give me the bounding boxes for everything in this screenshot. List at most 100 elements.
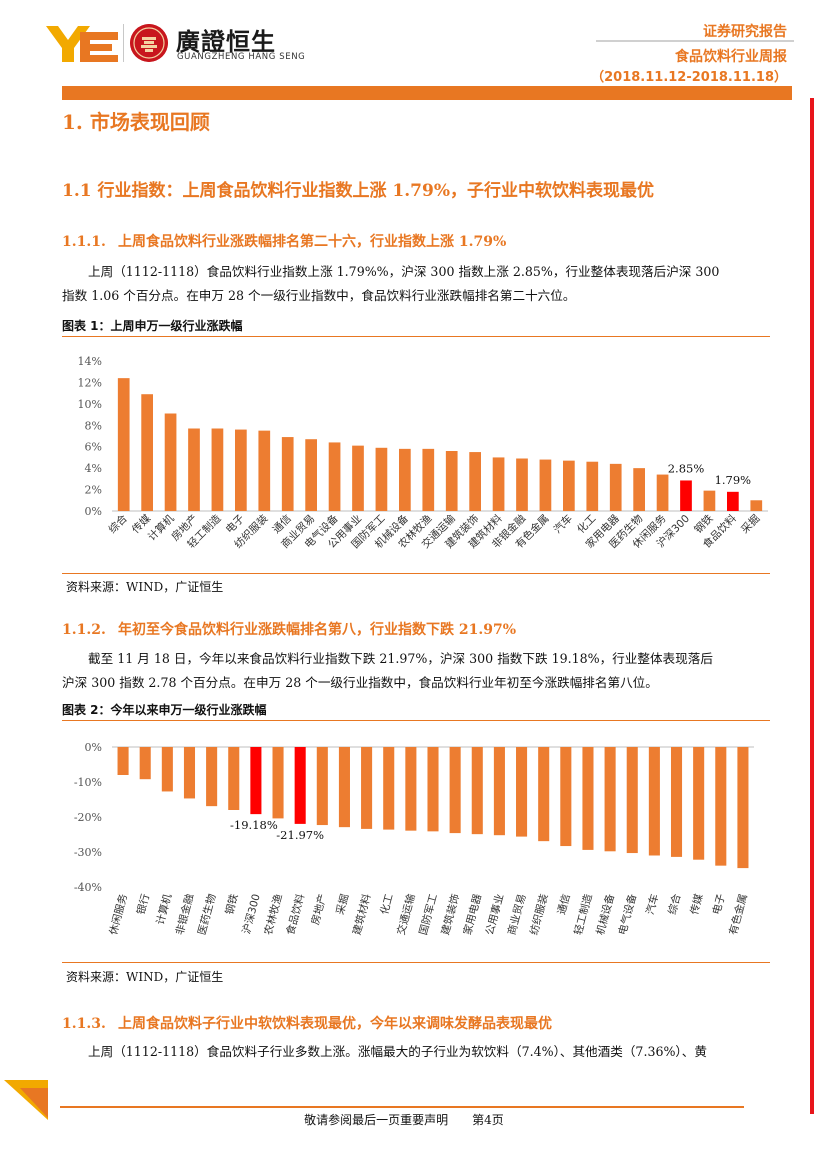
section-heading-1: 1. 市场表现回顾 — [62, 110, 210, 134]
paragraph-1-1-3: 上周（1112-1118）食品饮料子行业多数上涨。涨幅最大的子行业为软饮料（7.… — [62, 1040, 772, 1064]
x-tick-label: 汽车 — [551, 512, 575, 536]
paragraph-line: 截至 11 月 18 日，今年以来食品饮料行业指数下跌 21.97%，沪深 30… — [62, 647, 772, 671]
data-label: -19.18% — [230, 818, 278, 832]
bar-国防军工 — [427, 747, 439, 832]
y-tick-label: 10% — [78, 398, 102, 411]
chart-1-svg: 0%2%4%6%8%10%12%14%综合 传媒计算机房地产轻工制造 电子纺织服装通… — [78, 355, 768, 551]
subsection-title: 上周食品饮料行业涨跌幅排名第二十六，行业指数上涨 1.79% — [118, 234, 507, 250]
y-tick-label: 4% — [85, 462, 102, 475]
x-tick-label: 非银金融 — [173, 892, 197, 936]
logo-mark-icon — [46, 26, 118, 62]
y-tick-label: 14% — [78, 355, 102, 368]
bar-交通运输 — [445, 451, 458, 511]
bar-商业贸易 — [305, 439, 317, 511]
y-tick-label: 0% — [85, 741, 102, 754]
bar-化工 — [586, 461, 599, 511]
bar-公用事业 — [352, 445, 364, 511]
bar-农林牧渔 — [272, 747, 284, 819]
subsection-number: 1.1.3. — [62, 1016, 106, 1032]
bar-化工 — [383, 747, 395, 830]
bar-采掘 — [750, 500, 763, 511]
x-tick-label: 通信 — [556, 893, 573, 916]
chart-2-svg: 0% -10% -20% -30% -40% 休闲服务 银行 计算机 非银金融 医药生物 钢铁 沪深3… — [74, 741, 754, 936]
bar-采掘 — [338, 747, 350, 828]
data-label: 2.85% — [668, 461, 705, 475]
footer-corner-icon — [4, 1080, 48, 1120]
bar-传媒 — [141, 394, 153, 511]
y-tick-label: 0% — [85, 505, 102, 518]
figure-bottom-rule — [62, 573, 770, 574]
figure-title-2: 图表 2：今年以来申万一级行业涨跌幅 — [62, 703, 267, 717]
subsection-heading-1-1-2: 1.1.2. 年初至今食品饮料行业涨跌幅排名第八，行业指数下跌 21.97% — [62, 619, 516, 639]
x-tick-label: 纺织服装 — [527, 892, 551, 936]
bar-汽车 — [648, 747, 660, 856]
x-tick-label: 医药生物 — [195, 892, 218, 936]
x-tick-label: 国防军工 — [416, 892, 439, 936]
bar-纺织服装 — [258, 430, 271, 511]
x-tick-label: 机械设备 — [594, 892, 618, 936]
bar-电气设备 — [328, 442, 341, 511]
report-name: 食品饮料行业周报 — [675, 49, 787, 65]
bar-钢铁 — [703, 490, 716, 511]
report-date: （2018.11.12-2018.11.18） — [591, 70, 787, 85]
x-tick-label: 休闲服务 — [107, 892, 131, 936]
footer-text: 敬请参阅最后一页重要声明 第4页 — [304, 1113, 504, 1127]
x-tick-label: 采掘 — [738, 512, 762, 536]
section-heading-1-1: 1.1 行业指数：上周食品饮料行业指数上涨 1.79%，子行业中软饮料表现最优 — [62, 181, 654, 201]
x-tick-label: 有色金属 — [726, 892, 749, 936]
x-tick-label: 轻工制造 — [571, 892, 595, 936]
x-tick-label: 化工 — [378, 892, 396, 916]
bar-国防军工 — [375, 447, 388, 511]
bar-非银金融 — [516, 458, 528, 511]
figure-top-rule — [62, 336, 770, 337]
x-tick-label: 电子 — [710, 892, 728, 916]
bar-医药生物 — [206, 747, 218, 807]
bar-公用事业 — [493, 747, 505, 836]
bar-非银金融 — [183, 747, 196, 799]
x-tick-label: 银行 — [134, 892, 152, 916]
subsection-number: 1.1.2. — [62, 622, 106, 638]
bar-休闲服务 — [117, 747, 129, 775]
bar-有色金属 — [539, 459, 552, 511]
bar-家用电器 — [609, 463, 622, 511]
x-tick-label: 交通运输 — [394, 892, 418, 936]
bar-房地产 — [316, 747, 328, 826]
x-tick-label: 食品饮料 — [284, 892, 308, 936]
bar-家用电器 — [471, 747, 483, 835]
bar-计算机 — [161, 747, 173, 792]
chart-2: 0% -10% -20% -30% -40% 休闲服务 银行 计算机 非银金融 医药生物 钢铁 沪深3… — [62, 721, 770, 961]
x-tick-label: 房地产 — [308, 892, 329, 926]
bar-商业贸易 — [516, 747, 528, 837]
y-tick-label: -30% — [74, 846, 102, 859]
bar-通信 — [560, 747, 572, 847]
paragraph-line: 沪深 300 指数 2.78 个百分点。在申万 28 个一级行业指数中，食品饮料… — [62, 671, 772, 695]
y-tick-label: 8% — [85, 419, 102, 432]
figure-source-1: 资料来源：WIND，广证恒生 — [66, 580, 224, 594]
data-label: -21.97% — [276, 828, 324, 842]
y-tick-label: 2% — [85, 484, 102, 497]
x-tick-label: 综合 — [106, 512, 130, 536]
paragraph-text: 指数 1.06 个百分点。在申万 28 个一级行业指数中，食品饮料行业涨跌幅排名… — [62, 288, 576, 303]
brand-name-en: GUANGZHENG HANG SENG — [177, 52, 306, 62]
y-tick-label: -20% — [74, 811, 102, 824]
bar-纺织服装 — [538, 747, 550, 842]
bar-食品饮料 — [294, 747, 306, 824]
x-tick-label: 沪深300 — [240, 892, 263, 935]
paragraph-1-1-1: 上周（1112-1118）食品饮料行业指数上涨 1.79%%，沪深 300 指数… — [62, 260, 772, 308]
x-tick-label: 建筑材料 — [350, 892, 374, 936]
y-tick-label: -10% — [74, 776, 102, 789]
bar-钢铁 — [228, 747, 240, 810]
bar-房地产 — [188, 428, 200, 511]
bar-电子 — [235, 429, 247, 511]
logo-separator — [123, 24, 124, 62]
bar-轻工制造 — [211, 428, 224, 511]
bar-传媒 — [693, 747, 705, 860]
y-tick-label: 6% — [85, 441, 102, 454]
header-divider — [596, 40, 794, 42]
paragraph-line: 上周（1112-1118）食品饮料子行业多数上涨。涨幅最大的子行业为软饮料（7.… — [62, 1040, 772, 1064]
paragraph-line: 指数 1.06 个百分点。在申万 28 个一级行业指数中，食品饮料行业涨跌幅排名… — [62, 284, 772, 308]
x-tick-label: 传媒 — [688, 892, 706, 916]
subsection-heading-1-1-1: 1.1.1. 上周食品饮料行业涨跌幅排名第二十六，行业指数上涨 1.79% — [62, 231, 506, 251]
bar-综合 — [117, 378, 130, 511]
figure-source-2: 资料来源：WIND，广证恒生 — [66, 970, 224, 984]
